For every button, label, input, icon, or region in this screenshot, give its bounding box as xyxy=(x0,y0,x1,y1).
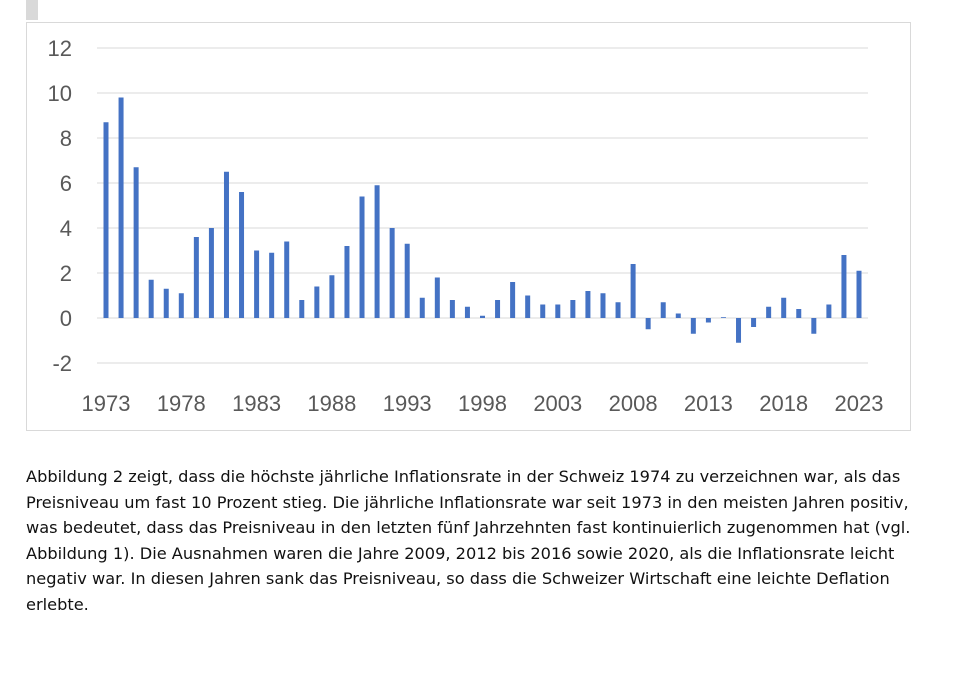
x-tick-label: 1988 xyxy=(307,391,356,416)
bar-2003 xyxy=(555,304,561,318)
x-tick-label: 1998 xyxy=(458,391,507,416)
bar-2009 xyxy=(645,318,651,330)
bar-1974 xyxy=(118,97,124,318)
x-tick-label: 1978 xyxy=(157,391,206,416)
y-tick-label: 12 xyxy=(48,36,72,61)
bar-1983 xyxy=(254,250,260,318)
bar-2020 xyxy=(811,318,817,334)
y-tick-label: 10 xyxy=(48,81,72,106)
x-tick-label: 1983 xyxy=(232,391,281,416)
bar-2018 xyxy=(781,297,787,318)
bar-1977 xyxy=(163,288,169,318)
bar-1979 xyxy=(193,237,199,318)
bar-1992 xyxy=(389,228,395,318)
bar-1990 xyxy=(359,196,365,318)
x-tick-label: 1993 xyxy=(383,391,432,416)
bar-1975 xyxy=(133,167,139,318)
bar-2021 xyxy=(826,304,832,318)
body-paragraph: Abbildung 2 zeigt, dass die höchste jähr… xyxy=(26,467,911,614)
y-tick-label: 6 xyxy=(60,171,72,196)
scroll-indicator xyxy=(26,0,38,20)
bar-1973 xyxy=(103,122,109,318)
y-tick-label: 8 xyxy=(60,126,72,151)
x-tick-label: 2003 xyxy=(533,391,582,416)
y-tick-label: 2 xyxy=(60,261,72,286)
bar-1988 xyxy=(329,275,335,318)
bar-1991 xyxy=(374,185,380,318)
bar-2007 xyxy=(615,302,621,318)
bar-1985 xyxy=(284,241,290,318)
x-tick-label: 2023 xyxy=(835,391,884,416)
bar-1996 xyxy=(449,300,455,318)
bar-2022 xyxy=(841,255,847,318)
bar-2013 xyxy=(705,318,711,323)
bar-2019 xyxy=(796,309,802,318)
y-tick-label: -2 xyxy=(52,351,72,376)
bar-1982 xyxy=(239,192,245,318)
x-tick-label: 1973 xyxy=(82,391,131,416)
bar-1995 xyxy=(434,277,440,318)
bar-2002 xyxy=(540,304,546,318)
bar-1987 xyxy=(314,286,320,318)
bar-1998 xyxy=(480,315,485,318)
bar-1980 xyxy=(208,228,214,318)
bar-2004 xyxy=(570,300,576,318)
chart-frame xyxy=(26,22,911,431)
x-tick-label: 2018 xyxy=(759,391,808,416)
bar-1994 xyxy=(419,297,425,318)
bar-1978 xyxy=(178,293,184,318)
bar-2023 xyxy=(856,270,862,318)
bar-2010 xyxy=(660,302,666,318)
bar-1981 xyxy=(223,171,229,318)
bar-1989 xyxy=(344,246,350,318)
bar-1997 xyxy=(464,306,470,318)
bar-2015 xyxy=(736,318,742,343)
bar-1993 xyxy=(404,243,410,318)
bar-1984 xyxy=(269,252,275,318)
x-tick-label: 2008 xyxy=(609,391,658,416)
bar-2005 xyxy=(585,291,591,318)
bar-2008 xyxy=(630,264,636,318)
bar-1986 xyxy=(299,300,305,318)
y-tick-label: 0 xyxy=(60,306,72,331)
bar-2000 xyxy=(510,282,516,318)
bar-2014 xyxy=(720,317,726,318)
y-tick-label: 4 xyxy=(60,216,72,241)
bar-2001 xyxy=(525,295,531,318)
bar-2017 xyxy=(766,306,772,318)
bar-2006 xyxy=(600,293,606,318)
bar-1976 xyxy=(148,279,154,318)
bar-2012 xyxy=(690,318,696,334)
inflation-bar-chart: -2 0 2 4 6 8 10 12 1973 1978 1983 1988 1993 1998 2003 2… xyxy=(48,36,884,416)
bar-2016 xyxy=(751,318,757,327)
bar-1999 xyxy=(495,300,501,318)
x-tick-label: 2013 xyxy=(684,391,733,416)
bar-2011 xyxy=(675,313,681,318)
